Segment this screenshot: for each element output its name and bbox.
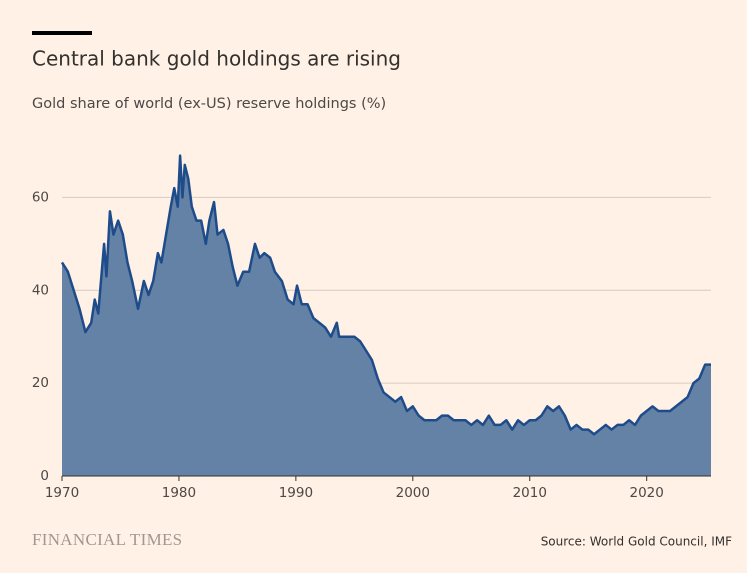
brand: FINANCIAL TIMES — [32, 530, 182, 549]
chart-title: Central bank gold holdings are rising — [32, 47, 401, 71]
header-bar — [32, 31, 92, 35]
x-tick-label: 2010 — [513, 485, 547, 501]
chart-subtitle: Gold share of world (ex-US) reserve hold… — [32, 96, 386, 112]
x-tick-label: 1990 — [279, 485, 313, 501]
source: Source: World Gold Council, IMF — [541, 535, 732, 549]
line — [60, 154, 711, 436]
y-tick-label: 20 — [32, 375, 49, 391]
y-tick-label: 0 — [40, 468, 49, 484]
y-tick-label: 60 — [32, 189, 49, 205]
x-tick-label: 1970 — [45, 485, 79, 501]
x-tick-label: 1980 — [162, 485, 196, 501]
x-tick-label: 2020 — [630, 485, 664, 501]
y-tick-label: 40 — [32, 282, 49, 298]
x-tick-label: 2000 — [396, 485, 430, 501]
